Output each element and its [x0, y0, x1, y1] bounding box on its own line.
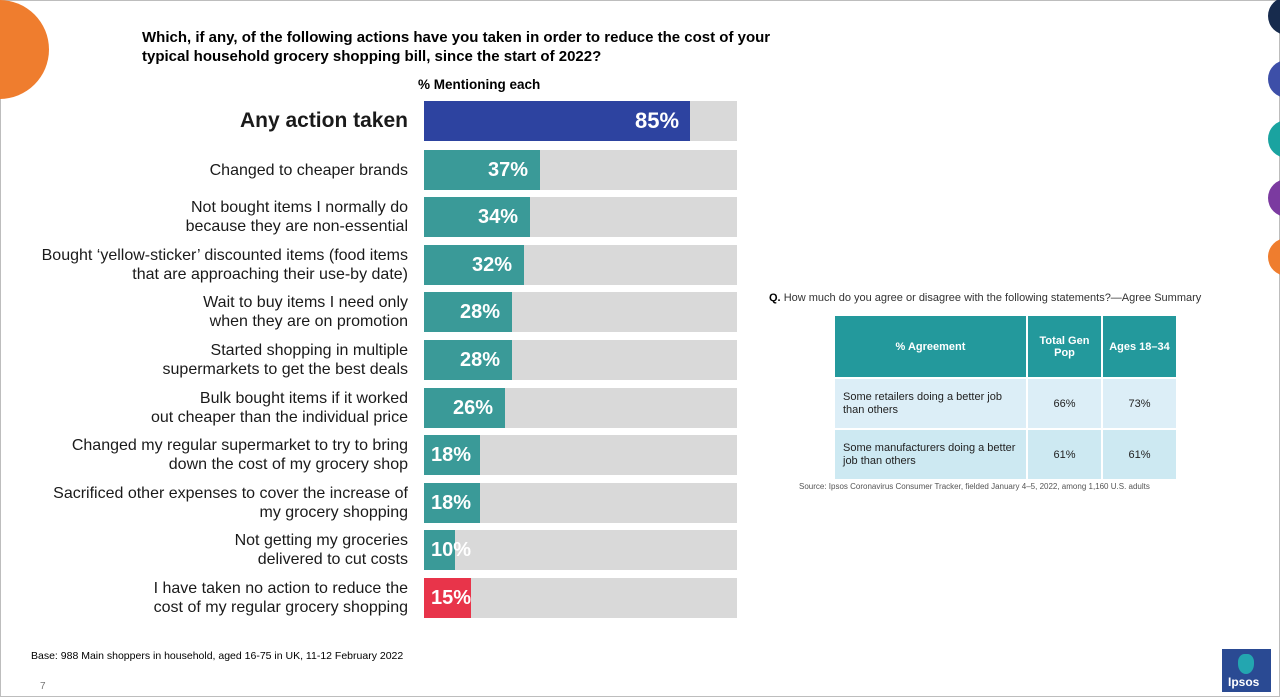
bar-track: 34%	[424, 197, 737, 237]
ages-18-34-cell: 73%	[1102, 377, 1176, 429]
bar-category-label: Changed to cheaper brands	[209, 161, 408, 179]
agreement-header-row: % Agreement Total Gen Pop Ages 18–34	[835, 316, 1176, 378]
blue-dot-decoration	[1268, 60, 1280, 98]
bar-value-label: 26%	[453, 397, 494, 419]
page-number: 7	[40, 681, 46, 692]
total-gen-pop-cell: 61%	[1027, 428, 1103, 479]
teal-dot-decoration	[1268, 120, 1280, 158]
bar-category-label: Sacrificed other expenses to cover the i…	[53, 485, 408, 521]
bar-category-label: Wait to buy items I need only when they …	[203, 294, 408, 330]
bar-category-label: Bought ‘yellow-sticker’ discounted items…	[41, 247, 408, 283]
bar-track: 18%	[424, 435, 737, 475]
bar-track: 85%	[424, 101, 737, 141]
chart-question: Which, if any, of the following actions …	[142, 29, 771, 65]
bar-value-label: 18%	[431, 492, 472, 514]
agreement-table: % Agreement Total Gen Pop Ages 18–34 Som…	[835, 316, 1176, 479]
orange-dot-decoration	[1268, 238, 1280, 276]
bar-category-label: Any action taken	[239, 109, 408, 132]
bar	[424, 101, 690, 141]
question-prefix: Q.	[769, 292, 781, 304]
bar-category-label: Changed my regular supermarket to try to…	[71, 437, 408, 473]
bar-value-label: 34%	[478, 206, 519, 228]
bar-value-label: 85%	[635, 108, 680, 133]
header-total-gen-pop: Total Gen Pop	[1027, 316, 1103, 378]
bar	[424, 483, 480, 523]
bar-track: 18%	[424, 483, 737, 523]
bar	[424, 150, 540, 190]
bar-chart: Any action taken 85% Changed to cheaper br…	[41, 101, 737, 618]
bar-value-label: 28%	[460, 301, 501, 323]
bar-value-label: 10%	[431, 539, 472, 561]
bar-track: 28%	[424, 292, 737, 332]
bar-category-label: Bulk bought items if it worked out cheap…	[150, 390, 408, 426]
bar-track: 26%	[424, 388, 737, 428]
bar-category-label: Not getting my groceries delivered to cu…	[234, 532, 408, 568]
bar-category-label: Not bought items I normally do because t…	[185, 199, 408, 235]
table-row: Some manufacturers doing a better job th…	[835, 428, 1176, 479]
statement-cell: Some retailers doing a better job than o…	[835, 377, 1028, 429]
agreement-question-text: How much do you agree or disagree with t…	[783, 292, 1202, 304]
ages-18-34-cell: 61%	[1102, 428, 1176, 479]
ipsos-logo: Ipsos	[1222, 649, 1271, 692]
bar-category-label: I have taken no action to reduce the cos…	[153, 580, 408, 616]
total-gen-pop-cell: 66%	[1027, 377, 1103, 429]
bar-track: 28%	[424, 340, 737, 380]
bar	[424, 530, 455, 570]
header-agreement: % Agreement	[835, 316, 1028, 378]
bar	[424, 435, 480, 475]
bar	[424, 245, 524, 285]
ipsos-logo-mark	[1238, 654, 1254, 674]
bar	[424, 388, 505, 428]
bar	[424, 292, 512, 332]
bar	[424, 340, 512, 380]
purple-dot-decoration	[1268, 179, 1280, 217]
bar	[424, 578, 471, 618]
statement-cell: Some manufacturers doing a better job th…	[835, 428, 1028, 479]
source-note: Source: Ipsos Coronavirus Consumer Track…	[799, 482, 1150, 491]
agreement-question: Q. How much do you agree or disagree wit…	[769, 292, 1201, 304]
bar	[424, 197, 530, 237]
bar-value-label: 18%	[431, 444, 472, 466]
bar-track: 37%	[424, 150, 737, 190]
bar-track: 32%	[424, 245, 737, 285]
bar-category-label: Started shopping in multiple supermarket…	[162, 342, 408, 378]
base-note: Base: 988 Main shoppers in household, ag…	[31, 650, 404, 662]
bar-value-label: 37%	[488, 159, 529, 181]
navy-dot-decoration	[1268, 0, 1280, 35]
chart-subhead: % Mentioning each	[418, 77, 541, 92]
header-ages-18-34: Ages 18–34	[1102, 316, 1176, 378]
bar-value-label: 32%	[472, 254, 513, 276]
bar-track: 15%	[424, 578, 737, 618]
table-row: Some retailers doing a better job than o…	[835, 377, 1176, 429]
ipsos-logo-text: Ipsos	[1228, 675, 1260, 689]
bar-value-label: 15%	[431, 587, 472, 609]
bar-track: 10%	[424, 530, 737, 570]
bar-value-label: 28%	[460, 349, 501, 371]
